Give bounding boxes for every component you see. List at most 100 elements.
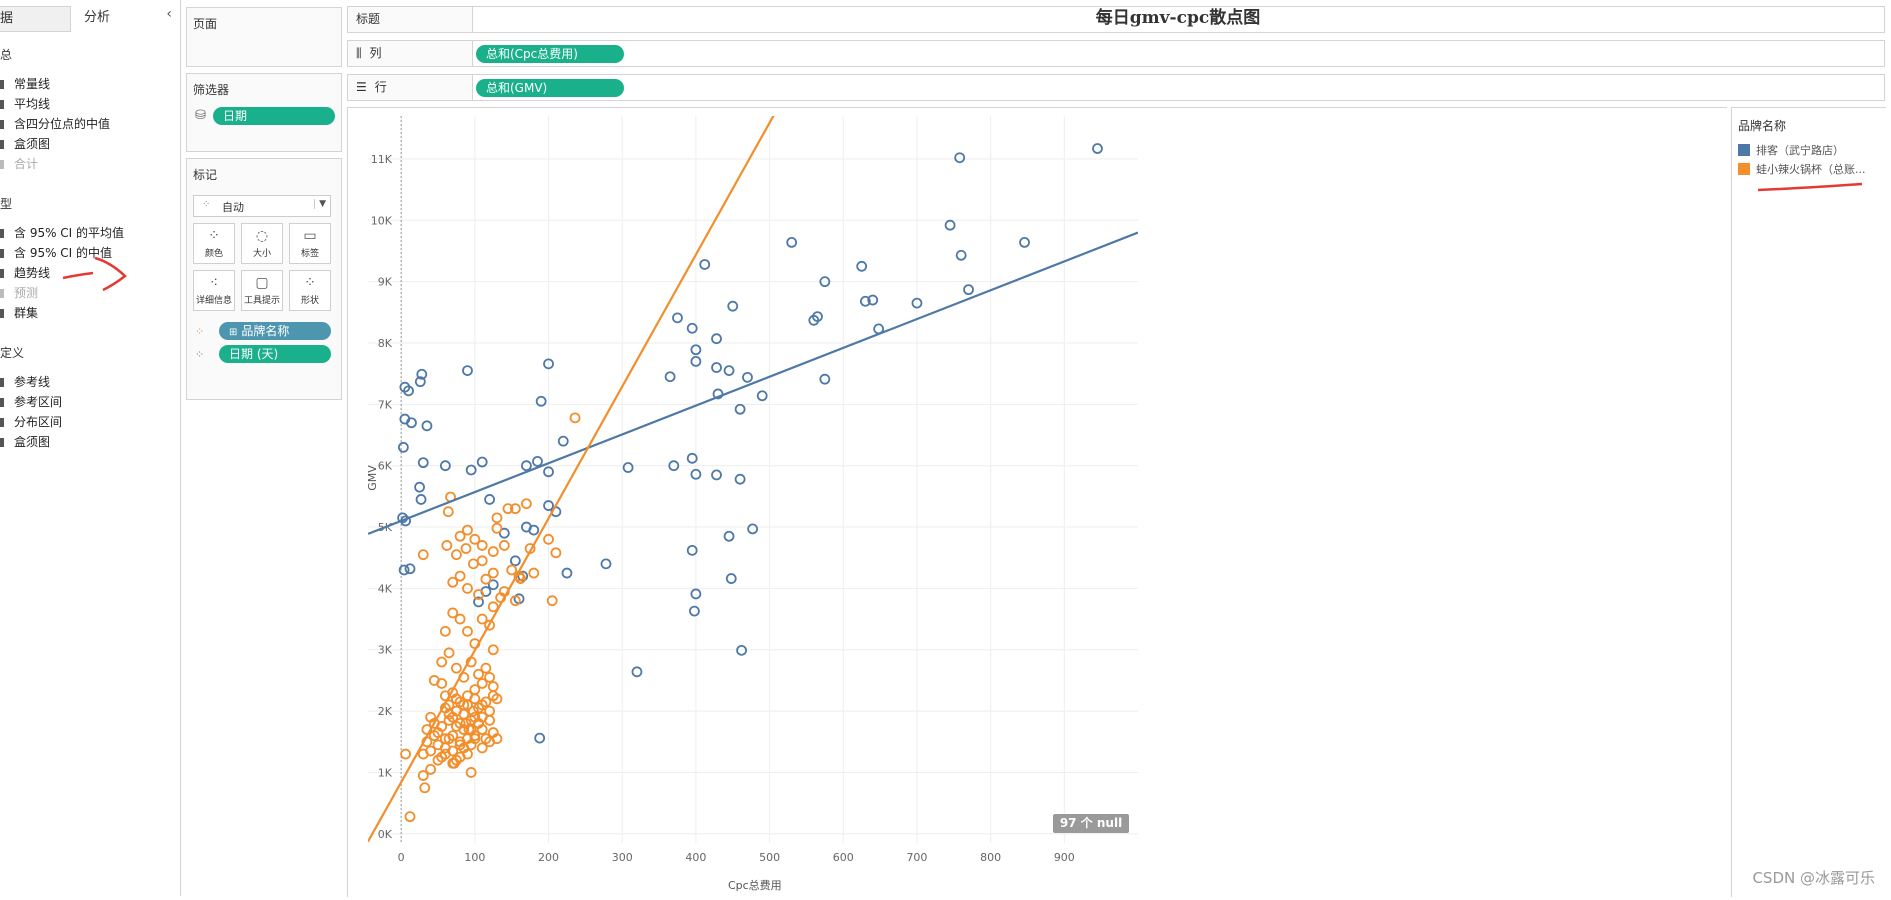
scatter-point[interactable] xyxy=(417,770,429,781)
mark-button[interactable]: ⁖ 详细信息 xyxy=(193,270,235,311)
scatter-point[interactable] xyxy=(487,567,499,579)
scatter-point[interactable] xyxy=(711,469,722,481)
scatter-point[interactable] xyxy=(439,625,451,637)
scatter-point[interactable] xyxy=(664,371,676,383)
scatter-point[interactable] xyxy=(469,711,481,723)
mark-type-dropdown[interactable]: ⁘ 自动 ▼ xyxy=(193,195,331,217)
scatter-point[interactable] xyxy=(736,644,747,656)
tab-analysis[interactable]: 分析 xyxy=(84,10,111,25)
mark-button[interactable]: ▢ 工具提示 xyxy=(241,270,283,311)
scatter-point[interactable] xyxy=(476,613,488,625)
scatter-point[interactable] xyxy=(404,563,416,575)
scatter-point[interactable] xyxy=(447,607,459,619)
scatter-point[interactable] xyxy=(498,527,510,539)
scatter-point[interactable] xyxy=(441,540,453,551)
scatter-point[interactable] xyxy=(723,365,735,377)
scatter-point[interactable] xyxy=(473,668,484,680)
scatter-point[interactable] xyxy=(543,533,554,545)
scatter-point[interactable] xyxy=(439,748,451,760)
scatter-point[interactable] xyxy=(473,596,484,608)
scatter-point[interactable] xyxy=(436,656,448,668)
scatter-point[interactable] xyxy=(723,530,735,542)
scatter-point[interactable] xyxy=(460,717,472,729)
scatter-point[interactable] xyxy=(484,671,495,683)
scatter-point[interactable] xyxy=(631,666,643,678)
scatter-point[interactable] xyxy=(469,684,481,696)
scatter-point[interactable] xyxy=(487,690,499,702)
scatter-point[interactable] xyxy=(417,457,429,469)
null-count-badge[interactable]: 97 个 null xyxy=(1053,814,1129,833)
scatter-point[interactable] xyxy=(414,376,426,388)
scatter-point[interactable] xyxy=(436,678,448,689)
scatter-point[interactable] xyxy=(963,284,974,296)
scatter-point[interactable] xyxy=(600,558,612,570)
scatter-point[interactable] xyxy=(742,371,753,383)
marks-card[interactable]: 标记 ⁘ 自动 ▼ ⁘ 颜色 ◌ 大小 ▭ 标签 ⁖ 详细信息 ▢ 工具提示 ⁘ 形状 ⁘ ⊞ 品牌名称… xyxy=(186,158,342,400)
scatter-point[interactable] xyxy=(436,721,448,732)
scatter-point[interactable] xyxy=(557,435,569,447)
scatter-point[interactable] xyxy=(506,564,518,576)
scatter-point[interactable] xyxy=(487,644,499,656)
scatter-point[interactable] xyxy=(480,573,492,585)
scatter-point[interactable] xyxy=(425,745,437,757)
scatter-point[interactable] xyxy=(400,748,411,760)
scatter-point[interactable] xyxy=(439,460,451,472)
scatter-point[interactable] xyxy=(447,576,459,588)
scatter-point[interactable] xyxy=(414,481,425,493)
scatter-point[interactable] xyxy=(416,368,428,380)
scatter-point[interactable] xyxy=(859,295,871,307)
scatter-point[interactable] xyxy=(462,365,473,377)
scatter-point[interactable] xyxy=(690,588,702,600)
scatter-point[interactable] xyxy=(476,742,488,754)
analytics-item[interactable]: 含 95% CI 的平均值 xyxy=(0,224,124,241)
analytics-item[interactable]: 平均线 xyxy=(0,95,50,112)
columns-shelf[interactable]: ⫼ 列 总和(Cpc总费用) xyxy=(347,40,1885,67)
scatter-point[interactable] xyxy=(686,544,698,556)
scatter-point[interactable] xyxy=(476,456,488,468)
scatter-point[interactable] xyxy=(415,494,427,505)
scatter-point[interactable] xyxy=(462,625,473,637)
analytics-item[interactable]: 分布区间 xyxy=(0,413,62,430)
scatter-point[interactable] xyxy=(462,690,473,702)
trend-line[interactable] xyxy=(368,108,1138,843)
scatter-point[interactable] xyxy=(491,733,503,745)
scatter-point[interactable] xyxy=(454,530,466,542)
scatter-point[interactable] xyxy=(756,390,768,402)
scatter-point[interactable] xyxy=(543,358,554,370)
title-shelf[interactable]: 标题 每日gmv-cpc散点图 xyxy=(347,6,1885,33)
scatter-point[interactable] xyxy=(734,473,746,485)
scatter-point[interactable] xyxy=(668,460,680,472)
chevron-left-icon[interactable]: ‹ xyxy=(166,6,172,22)
scatter-point[interactable] xyxy=(622,462,634,473)
scatter-point[interactable] xyxy=(462,582,473,594)
analytics-item[interactable]: 参考线 xyxy=(0,373,50,390)
scatter-point[interactable] xyxy=(454,613,466,625)
scatter-point[interactable] xyxy=(403,385,414,397)
scatter-point[interactable] xyxy=(476,555,488,567)
scatter-point[interactable] xyxy=(463,724,475,735)
analytics-item[interactable]: 群集 xyxy=(0,304,38,321)
scatter-point[interactable] xyxy=(451,549,462,561)
scatter-point[interactable] xyxy=(465,464,477,476)
scatter-point[interactable] xyxy=(454,751,466,763)
scatter-point[interactable] xyxy=(484,714,495,726)
scatter-point[interactable] xyxy=(528,567,540,579)
scatter-point[interactable] xyxy=(689,605,700,617)
scatter-point[interactable] xyxy=(476,540,488,551)
scatter-point[interactable] xyxy=(517,570,529,582)
scatter-point[interactable] xyxy=(467,558,479,570)
scatter-point[interactable] xyxy=(397,441,409,453)
scatter-point[interactable] xyxy=(534,732,546,744)
scatter-point[interactable] xyxy=(491,522,503,534)
scatter-point[interactable] xyxy=(561,567,573,579)
mark-button[interactable]: ▭ 标签 xyxy=(289,223,331,264)
scatter-point[interactable] xyxy=(498,540,510,551)
rows-pill-gmv[interactable]: 总和(GMV) xyxy=(476,79,624,97)
scatter-point[interactable] xyxy=(819,276,831,288)
scatter-point[interactable] xyxy=(509,595,521,607)
scatter-point[interactable] xyxy=(819,373,831,385)
scatter-point[interactable] xyxy=(398,564,410,576)
scatter-point[interactable] xyxy=(672,312,683,324)
scatter-point[interactable] xyxy=(480,662,492,674)
scatter-point[interactable] xyxy=(425,763,437,775)
